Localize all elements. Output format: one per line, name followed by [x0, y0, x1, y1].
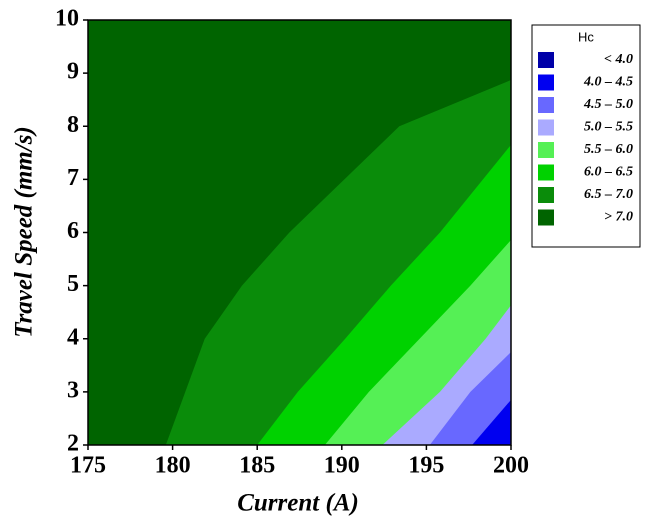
x-tick-label: 200 [493, 453, 529, 479]
y-tick-label: 6 [67, 218, 79, 244]
contour-region [429, 352, 511, 445]
y-tick-label: 10 [55, 6, 79, 32]
legend-swatch [538, 74, 554, 91]
legend-swatch [538, 187, 554, 203]
legend-swatch [538, 97, 554, 113]
x-tick-label: 195 [408, 453, 444, 479]
legend-swatch [538, 164, 554, 181]
y-tick-label: 8 [67, 112, 79, 138]
legend-label: > 7.0 [604, 210, 633, 225]
y-tick-label: 4 [67, 324, 79, 350]
legend-label: 6.0 – 6.5 [584, 165, 633, 180]
legend-label: < 4.0 [604, 52, 633, 67]
y-tick-label: 2 [67, 431, 79, 457]
x-tick-label: 180 [155, 453, 191, 479]
y-tick-label: 5 [67, 271, 79, 297]
legend-label: 4.0 – 4.5 [583, 75, 633, 90]
legend-swatch [538, 119, 554, 136]
y-axis-label: Travel Speed (mm/s) [11, 126, 38, 338]
legend-swatch [538, 52, 554, 68]
x-axis-label: Current (A) [237, 490, 359, 517]
legend-swatch [538, 209, 554, 226]
legend-label: 5.0 – 5.5 [584, 120, 633, 135]
y-tick-label: 7 [67, 165, 79, 191]
y-tick-label: 9 [67, 59, 79, 85]
legend-label: 5.5 – 6.0 [584, 142, 633, 157]
legend-label: 4.5 – 5.0 [583, 97, 633, 112]
x-tick-label: 175 [70, 453, 106, 479]
legend-label: 6.5 – 7.0 [584, 187, 633, 202]
contour-region [472, 399, 511, 445]
legend-title: Hc [578, 29, 594, 44]
legend-swatch [538, 142, 554, 158]
x-tick-label: 190 [324, 453, 360, 479]
x-tick-label: 185 [239, 453, 275, 479]
y-tick-label: 3 [67, 377, 79, 403]
